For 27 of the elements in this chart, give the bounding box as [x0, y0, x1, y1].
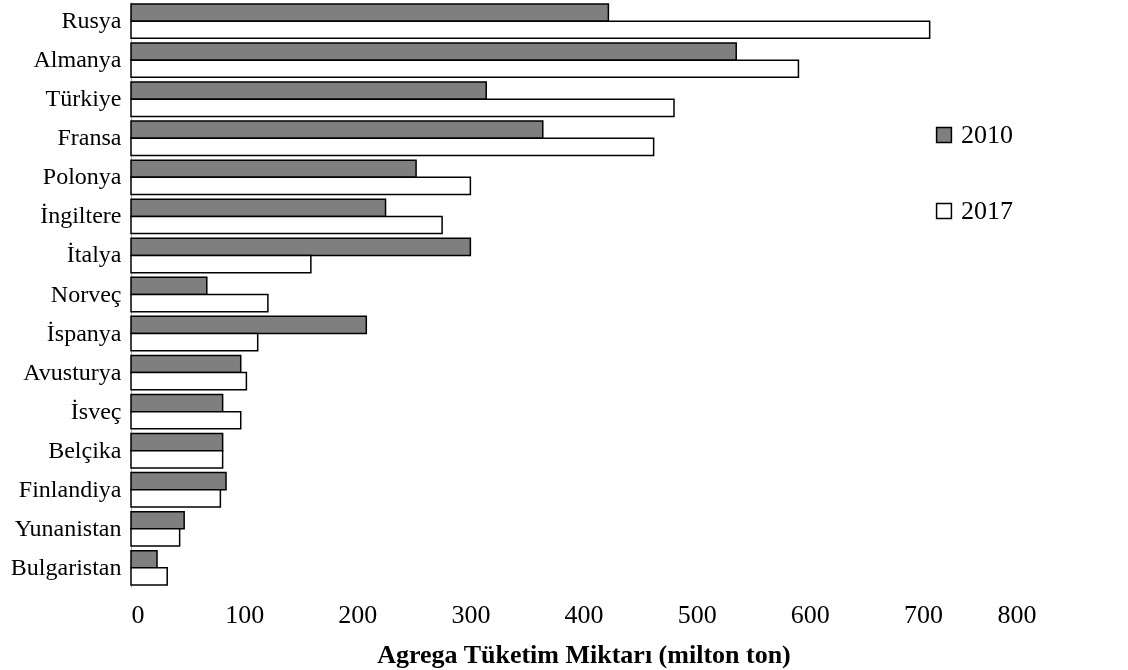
y-tick-label: Almanya — [33, 46, 122, 73]
x-tick-label: 200 — [338, 599, 378, 629]
y-tick-label: Türkiye — [45, 85, 122, 112]
x-tick-label: 300 — [451, 599, 491, 629]
y-tick-label: İsveç — [70, 397, 122, 424]
x-tick-label: 500 — [677, 599, 717, 629]
y-tick-label: Belçika — [48, 436, 122, 463]
x-tick-label: 600 — [790, 599, 830, 629]
y-tick-label: İtalya — [66, 241, 122, 268]
y-tick-label: Rusya — [61, 7, 122, 34]
y-tick-label: Avusturya — [23, 358, 122, 385]
y-tick-label: Fransa — [57, 124, 122, 151]
y-tick-label: Yunanistan — [14, 514, 122, 541]
legend-label: 2017 — [961, 196, 1013, 225]
x-tick-label: 0 — [131, 599, 145, 629]
y-tick-label: İspanya — [46, 319, 122, 346]
x-axis-title: Agrega Tüketim Miktarı (milton ton) — [377, 639, 791, 669]
x-tick-label: 100 — [225, 599, 265, 629]
y-tick-label: Norveç — [50, 280, 122, 307]
y-tick-label: İngiltere — [40, 202, 122, 229]
y-tick-label: Finlandiya — [18, 475, 122, 502]
x-tick-label: 400 — [564, 599, 604, 629]
y-tick-label: Bulgaristan — [10, 553, 122, 580]
legend-label: 2010 — [961, 120, 1013, 149]
x-tick-label: 800 — [997, 599, 1037, 629]
y-tick-label: Polonya — [42, 163, 122, 190]
x-tick-label: 700 — [903, 599, 943, 629]
